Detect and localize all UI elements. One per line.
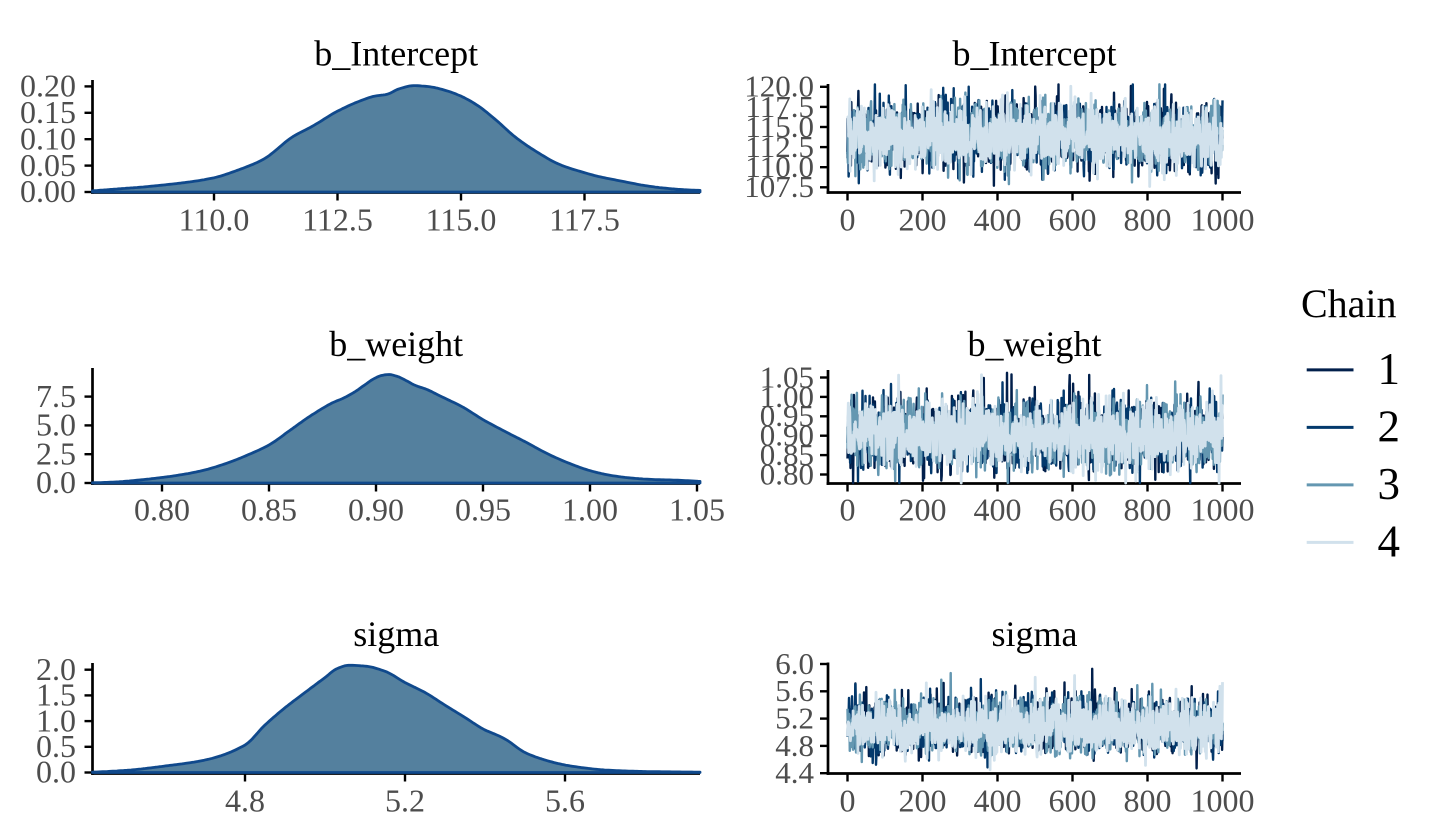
svg-text:112.5: 112.5: [302, 202, 373, 238]
svg-text:0.20: 0.20: [20, 68, 76, 104]
svg-text:3: 3: [1378, 459, 1401, 509]
svg-text:0.90: 0.90: [348, 492, 404, 528]
svg-text:0.0: 0.0: [36, 754, 76, 790]
svg-text:Chain: Chain: [1301, 281, 1397, 326]
svg-text:6.0: 6.0: [775, 646, 814, 681]
svg-text:0.0: 0.0: [36, 464, 76, 500]
svg-text:4.8: 4.8: [775, 728, 814, 763]
svg-text:0.00: 0.00: [20, 173, 76, 209]
svg-text:600: 600: [1049, 492, 1097, 528]
svg-text:0.95: 0.95: [760, 398, 814, 433]
svg-text:200: 200: [899, 783, 947, 819]
svg-text:120.0: 120.0: [744, 69, 814, 104]
svg-text:4: 4: [1378, 516, 1401, 566]
svg-text:400: 400: [974, 783, 1022, 819]
svg-text:110.0: 110.0: [745, 149, 814, 184]
svg-text:2: 2: [1378, 401, 1401, 451]
svg-text:5.6: 5.6: [545, 783, 585, 819]
svg-text:1.0: 1.0: [36, 702, 76, 738]
svg-text:b_Intercept: b_Intercept: [953, 34, 1117, 74]
svg-text:1.00: 1.00: [760, 379, 814, 414]
svg-text:600: 600: [1049, 202, 1097, 238]
svg-text:b_Intercept: b_Intercept: [314, 34, 478, 74]
svg-text:sigma: sigma: [353, 614, 439, 654]
svg-text:1.05: 1.05: [760, 359, 814, 394]
svg-text:400: 400: [974, 202, 1022, 238]
svg-text:0.05: 0.05: [20, 147, 76, 183]
svg-text:0: 0: [840, 202, 856, 238]
svg-text:1: 1: [1378, 344, 1401, 394]
svg-text:800: 800: [1124, 783, 1172, 819]
svg-text:5.0: 5.0: [36, 407, 76, 443]
svg-text:5.2: 5.2: [385, 783, 425, 819]
svg-text:0.80: 0.80: [134, 492, 190, 528]
svg-text:800: 800: [1124, 492, 1172, 528]
svg-text:115.0: 115.0: [745, 109, 814, 144]
svg-text:0.85: 0.85: [241, 492, 297, 528]
svg-text:115.0: 115.0: [426, 202, 497, 238]
svg-text:5.6: 5.6: [775, 673, 814, 708]
svg-text:1000: 1000: [1191, 783, 1255, 819]
svg-text:0.95: 0.95: [455, 492, 511, 528]
svg-text:sigma: sigma: [992, 614, 1078, 654]
svg-text:4.4: 4.4: [775, 755, 814, 790]
svg-text:200: 200: [899, 202, 947, 238]
svg-text:0.5: 0.5: [36, 728, 76, 764]
svg-text:800: 800: [1124, 202, 1172, 238]
svg-text:1.5: 1.5: [36, 677, 76, 713]
svg-text:1000: 1000: [1191, 202, 1255, 238]
svg-text:4.8: 4.8: [225, 783, 265, 819]
svg-text:1.05: 1.05: [669, 492, 725, 528]
svg-text:0: 0: [840, 783, 856, 819]
svg-text:600: 600: [1049, 783, 1097, 819]
svg-text:0.90: 0.90: [760, 418, 814, 453]
svg-text:2.0: 2.0: [36, 651, 76, 687]
svg-text:2.5: 2.5: [36, 435, 76, 471]
svg-text:0.85: 0.85: [760, 437, 814, 472]
svg-text:0.80: 0.80: [760, 456, 814, 491]
svg-text:b_weight: b_weight: [968, 324, 1102, 364]
svg-text:b_weight: b_weight: [329, 324, 463, 364]
svg-text:107.5: 107.5: [744, 169, 814, 204]
svg-text:1000: 1000: [1191, 492, 1255, 528]
svg-text:200: 200: [899, 492, 947, 528]
svg-text:117.5: 117.5: [745, 89, 814, 124]
svg-text:1.00: 1.00: [562, 492, 618, 528]
svg-text:110.0: 110.0: [179, 202, 250, 238]
svg-text:112.5: 112.5: [745, 129, 814, 164]
svg-text:0.10: 0.10: [20, 120, 76, 156]
svg-text:0.15: 0.15: [20, 94, 76, 130]
svg-text:5.2: 5.2: [775, 701, 814, 736]
svg-text:117.5: 117.5: [549, 202, 620, 238]
svg-text:400: 400: [974, 492, 1022, 528]
svg-text:0: 0: [840, 492, 856, 528]
svg-text:7.5: 7.5: [36, 378, 76, 414]
